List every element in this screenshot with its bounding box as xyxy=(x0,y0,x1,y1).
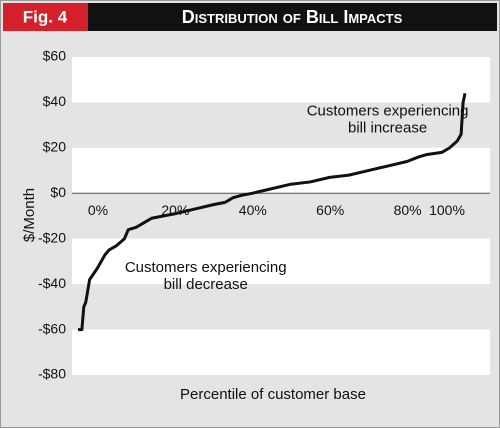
figure-label: Fig. 4 xyxy=(23,7,68,26)
x-tick-label: 0% xyxy=(88,202,108,218)
data-line xyxy=(78,93,467,332)
title-bar xyxy=(88,3,497,31)
y-axis-title: $/Month xyxy=(21,188,38,242)
annotation: Customers experiencing xyxy=(125,259,287,276)
y-tick-label: -$20 xyxy=(38,229,66,245)
y-tick-label: $0 xyxy=(50,184,66,200)
annotation: bill increase xyxy=(348,119,427,136)
annotation: bill decrease xyxy=(164,276,248,293)
band xyxy=(72,238,490,285)
y-tick-label: -$40 xyxy=(38,275,66,291)
y-tick-label: -$60 xyxy=(38,320,66,336)
figure-badge xyxy=(3,3,88,31)
y-tick-label: $60 xyxy=(43,48,67,64)
annotation: Customers experiencing xyxy=(307,102,469,119)
x-tick-label: 80% xyxy=(394,202,422,218)
chart-title: Distribution of Bill Impacts xyxy=(182,7,403,27)
band xyxy=(72,329,490,375)
band xyxy=(72,57,490,103)
x-tick-label: 100% xyxy=(429,202,465,218)
x-tick-label: 40% xyxy=(239,202,267,218)
x-tick-label: 60% xyxy=(316,202,344,218)
y-tick-label: $40 xyxy=(43,93,67,109)
y-tick-label: -$80 xyxy=(38,366,66,382)
y-tick-label: $20 xyxy=(43,139,67,155)
x-axis-title: Percentile of customer base xyxy=(180,386,366,403)
